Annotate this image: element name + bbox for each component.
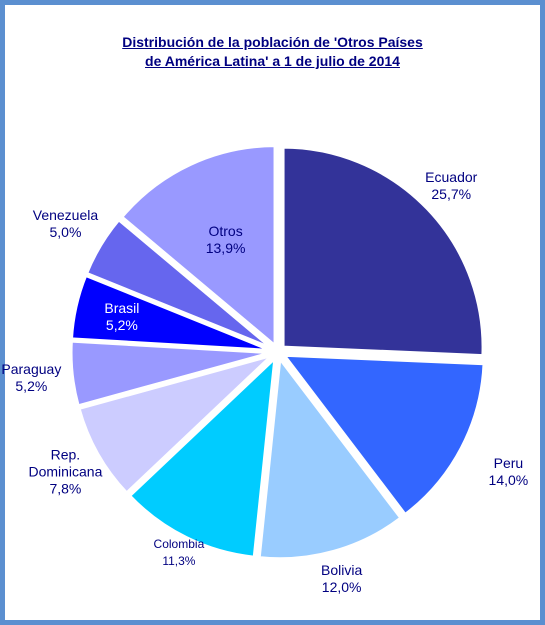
slice-value: 5,0% — [49, 224, 82, 241]
slice-label: Otros 13,9% — [176, 223, 276, 257]
pie-slice — [281, 145, 485, 358]
pie-slice — [84, 217, 273, 350]
slice-name: Bolivia — [321, 562, 363, 579]
slice-value: 12,0% — [321, 579, 362, 596]
slice-label: Ecuador 25,7% — [401, 169, 501, 203]
slice-value: 11,3% — [162, 553, 196, 568]
title-line: de América Latina' a 1 de julio de 2014 — [145, 53, 400, 69]
slice-name: Venezuela — [32, 207, 99, 224]
pie-slice — [281, 353, 486, 517]
pie-slice — [69, 339, 272, 408]
slice-value: 25,7% — [431, 185, 472, 202]
pie-slice — [77, 353, 273, 496]
chart-title: Distribución de la población de 'Otros P… — [5, 33, 540, 71]
slice-name: Colombia — [153, 536, 205, 551]
slice-label: Peru 14,0% — [458, 455, 545, 489]
slice-name: Ecuador — [425, 168, 478, 185]
slice-label: Bolivia 12,0% — [292, 562, 392, 596]
title-line: Distribución de la población de 'Otros P… — [122, 34, 423, 50]
slice-name: Otros — [208, 222, 243, 239]
slice-name: Brasil — [104, 299, 140, 316]
slice-value: 5,2% — [15, 378, 48, 395]
pie-slice — [127, 354, 277, 559]
slice-value: 5,2% — [105, 316, 138, 333]
slice-name: Rep. Dominicana — [28, 446, 103, 480]
pie-slice — [69, 273, 272, 352]
pie-slice — [119, 144, 277, 349]
slice-value: 7,8% — [49, 480, 82, 497]
slice-label: Brasil 5,2% — [72, 300, 172, 334]
slice-value: 14,0% — [488, 472, 529, 489]
slice-name: Paraguay — [1, 361, 62, 378]
slice-label: Rep. Dominicana 7,8% — [15, 446, 115, 497]
slice-label: Venezuela 5,0% — [15, 207, 115, 241]
pie-slice — [257, 354, 403, 561]
slice-label: Colombia 11,3% — [129, 536, 229, 570]
slice-name: Peru — [493, 455, 524, 472]
slice-value: 13,9% — [205, 239, 246, 256]
slice-label: Paraguay 5,2% — [0, 361, 81, 395]
